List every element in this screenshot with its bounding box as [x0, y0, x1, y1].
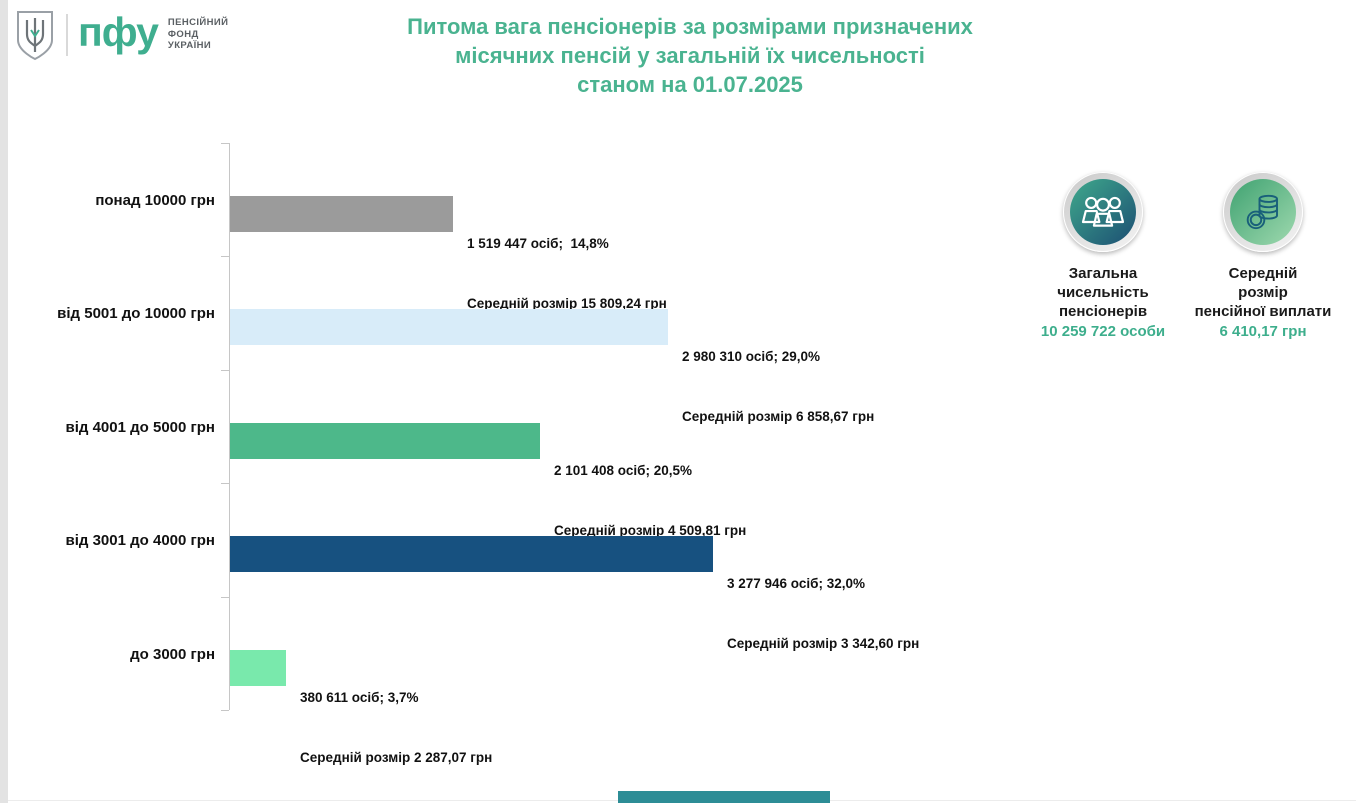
logo-org-name: ПЕНСІЙНИЙ ФОНД УКРАЇНИ [167, 17, 229, 51]
badge-ring [1063, 172, 1143, 252]
bar-5001-10000 [230, 309, 668, 346]
logo-abbreviation: пфу [78, 9, 159, 55]
chart-row: понад 10000 грн 1 519 447 осіб; 14,8% Се… [0, 192, 1356, 311]
total-pensioners-value: 10 259 722 особи [1040, 323, 1166, 340]
chart-title: Питома вага пенсіонерів за розмірами при… [407, 14, 973, 97]
category-label: до 3000 грн [130, 645, 215, 663]
chart-row: до 3000 грн 380 611 осіб; 3,7% Середній … [0, 646, 1356, 765]
logo-divider [66, 14, 68, 56]
bar-value-label: 3 277 946 осіб; 32,0% Середній розмір 3 … [727, 576, 920, 652]
axis-tick [221, 596, 229, 598]
chart-row: від 5001 до 10000 грн 2 980 310 осіб; 29… [0, 305, 1356, 424]
category-label: від 3001 до 4000 грн [65, 532, 215, 550]
trident-shield-icon [17, 11, 53, 61]
stat-label: Середній розмір пенсійної виплати [1194, 265, 1332, 320]
average-pension-value: 6 410,17 грн [1219, 323, 1307, 340]
bar-value-label: 1 519 447 осіб; 14,8% Середній розмір 15… [467, 236, 667, 311]
coins-icon [1230, 179, 1296, 245]
category-label: понад 10000 грн [95, 192, 215, 209]
category-label: від 4001 до 5000 грн [65, 418, 215, 436]
stat-label: Загальна чисельність пенсіонерів [1057, 265, 1149, 320]
chart-row: від 4001 до 5000 грн 2 101 408 осіб; 20,… [0, 419, 1356, 538]
total-pensioners-card: Загальна чисельність пенсіонерів 10 259 … [1018, 172, 1188, 340]
axis-tick [221, 369, 229, 371]
chart-row: від 3001 до 4000 грн 3 277 946 осіб; 32,… [0, 532, 1356, 651]
bar-value-label: 2 101 408 осіб; 20,5% Середній розмір 4 … [554, 462, 747, 538]
category-axis-line [229, 143, 230, 710]
badge-ring [1223, 172, 1303, 252]
bar-over-10000 [230, 196, 453, 232]
bar-value-label: 380 611 осіб; 3,7% Середній розмір 2 287… [300, 689, 493, 765]
bar-under-3000 [230, 649, 286, 686]
people-icon [1070, 179, 1136, 245]
axis-tick [221, 256, 229, 258]
average-pension-card: Середній розмір пенсійної виплати 6 410,… [1178, 172, 1348, 340]
axis-tick [221, 143, 229, 144]
axis-tick [221, 710, 229, 711]
bar-3001-4000 [230, 536, 713, 573]
bar-value-label: 2 980 310 осіб; 29,0% Середній розмір 6 … [682, 349, 875, 425]
page-edge-strip [0, 0, 8, 803]
pfu-logo: пфу ПЕНСІЙНИЙ ФОНД УКРАЇНИ [14, 10, 228, 62]
scrollbar-thumb[interactable] [618, 791, 830, 803]
bar-4001-5000 [230, 422, 540, 459]
axis-tick [221, 483, 229, 485]
category-label: від 5001 до 10000 грн [57, 305, 215, 323]
